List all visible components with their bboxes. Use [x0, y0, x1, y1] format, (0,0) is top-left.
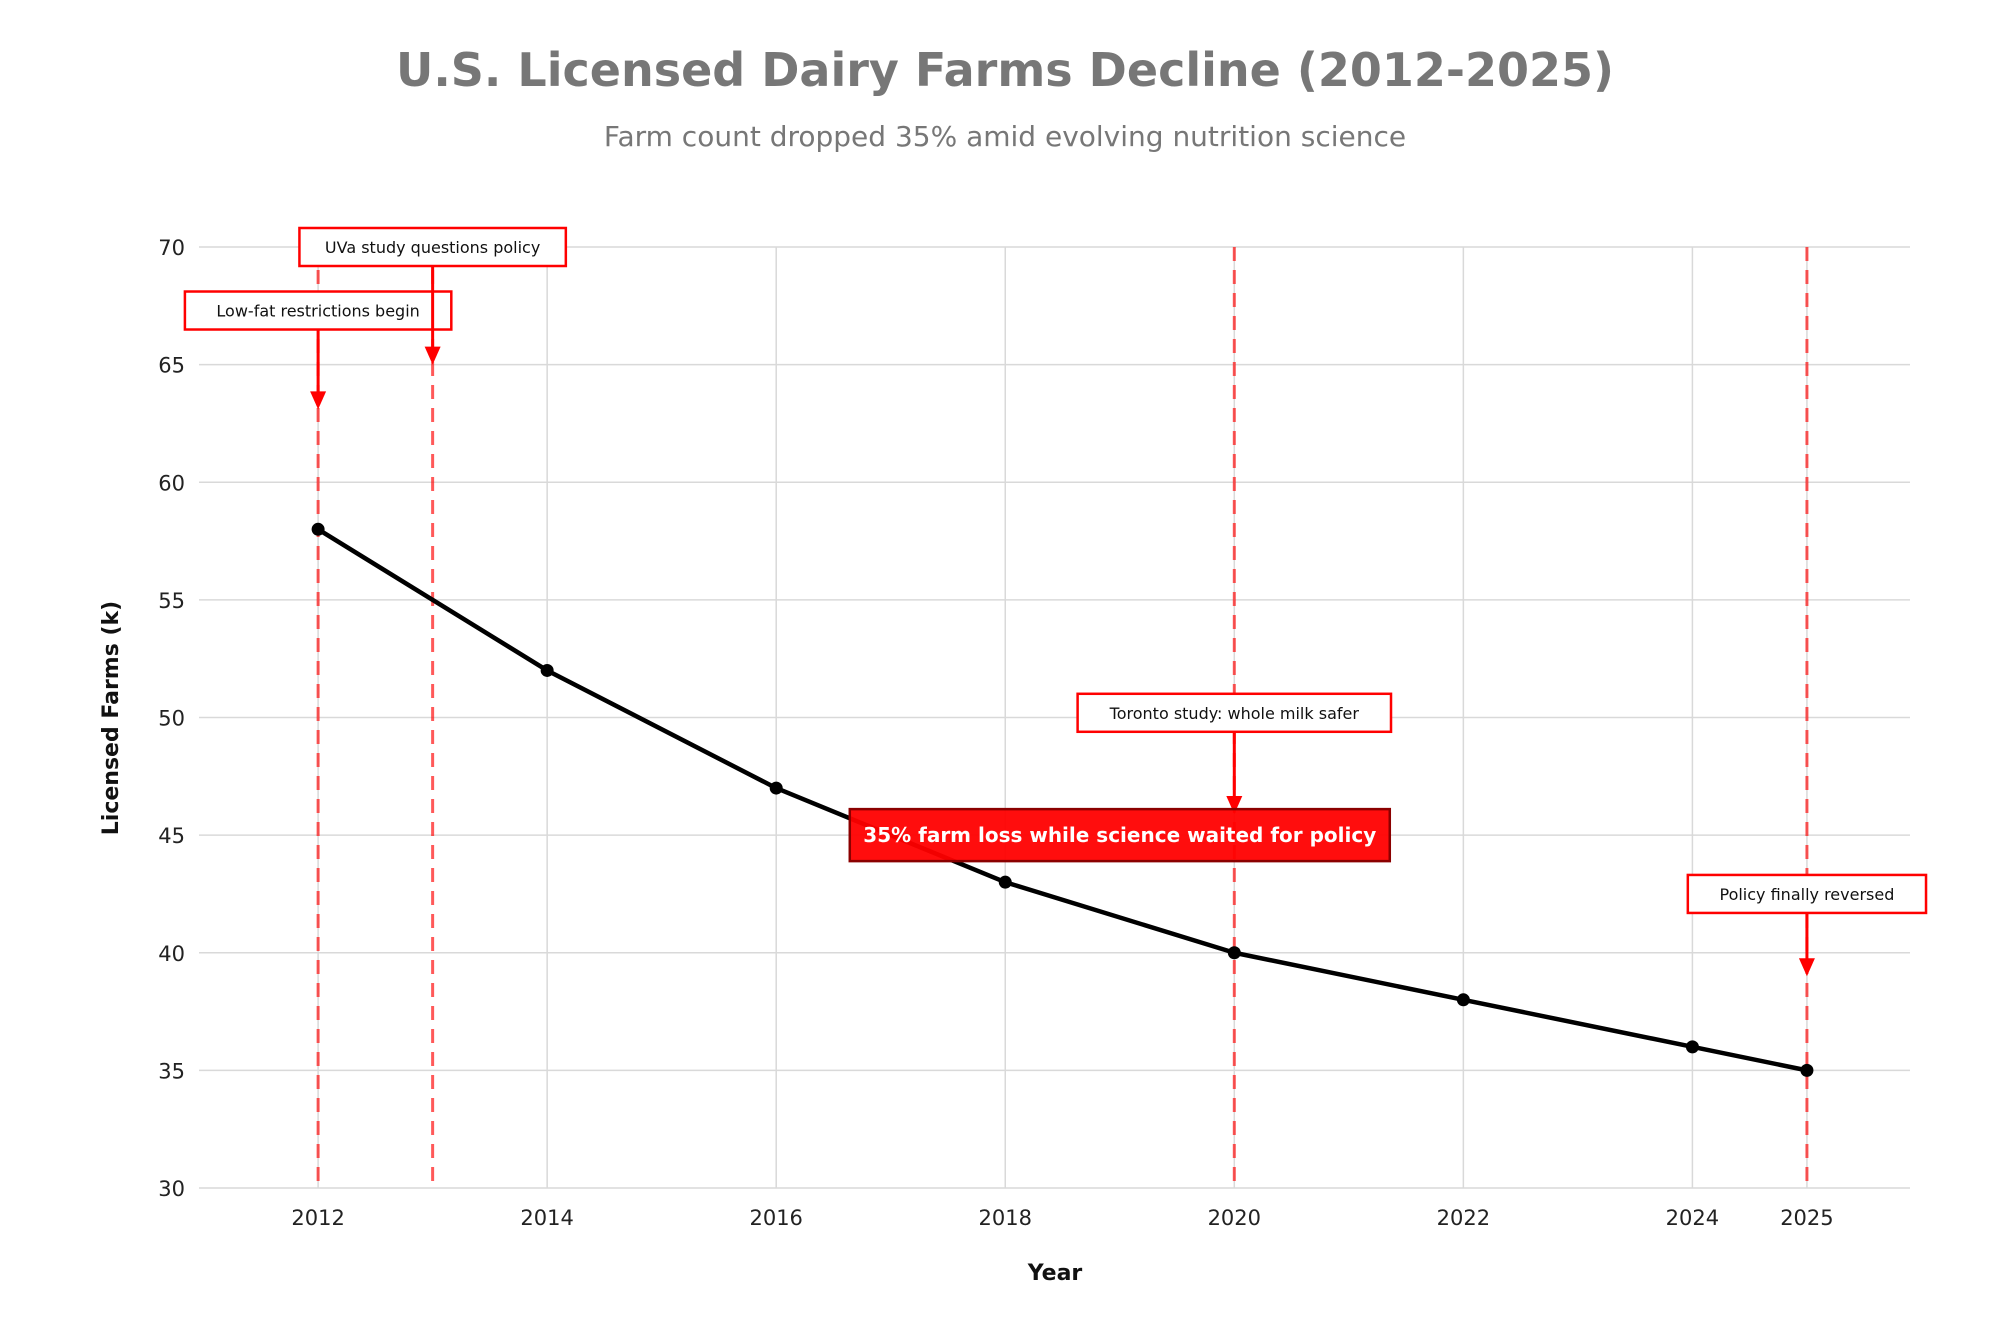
arrowhead-icon — [1798, 958, 1815, 977]
chart-title: U.S. Licensed Dairy Farms Decline (2012-… — [396, 43, 1614, 97]
annotation-box — [1686, 873, 1928, 915]
data-point — [769, 781, 783, 795]
grid — [199, 246, 1910, 1189]
annotation-box — [183, 290, 453, 331]
ticks: 30 35 40 45 50 55 60 65 70 2012 2014 2016 2018 2020 20… — [158, 236, 1833, 1230]
y-tick-label: 40 — [158, 942, 185, 966]
x-tick-label: 2016 — [749, 1206, 802, 1230]
x-tick-label: 2020 — [1208, 1206, 1261, 1230]
x-tick-label: 2014 — [520, 1206, 573, 1230]
series — [311, 522, 1814, 1077]
x-axis-label: Year — [1027, 1261, 1083, 1286]
data-point — [1456, 993, 1470, 1007]
y-axis-label: Licensed Farms (k) — [99, 601, 124, 835]
y-tick-label: 45 — [158, 824, 185, 848]
y-tick-label: 50 — [158, 707, 185, 731]
annotation-text: UVa study questions policy — [325, 238, 540, 257]
y-tick-label: 65 — [158, 354, 185, 378]
annotation-text: Policy finally reversed — [1719, 885, 1894, 904]
annotation-box — [1076, 692, 1393, 734]
x-tick-label: 2022 — [1437, 1206, 1490, 1230]
y-tick-label: 30 — [158, 1177, 185, 1201]
x-tick-label: 2025 — [1780, 1206, 1833, 1230]
data-point — [1685, 1040, 1699, 1054]
y-tick-label: 70 — [158, 236, 185, 260]
arrowhead-icon — [1226, 795, 1243, 814]
y-tick-label: 60 — [158, 471, 185, 495]
data-point — [1227, 946, 1241, 960]
data-point — [311, 522, 325, 536]
arrowhead-icon — [310, 391, 327, 410]
x-tick-label: 2018 — [979, 1206, 1032, 1230]
x-tick-label: 2012 — [291, 1206, 344, 1230]
series-line — [316, 527, 1808, 1073]
data-point — [540, 663, 554, 677]
y-tick-label: 35 — [158, 1059, 185, 1083]
callout-box — [848, 807, 1392, 863]
chart-subtitle: Farm count dropped 35% amid evolving nut… — [604, 120, 1406, 153]
callout-text: 35% farm loss while science waited for p… — [863, 823, 1376, 847]
annotation-text: Low-fat restrictions begin — [216, 302, 419, 321]
arrowhead-icon — [424, 346, 441, 365]
annotations: Low-fat restrictions begin UVa study ques… — [183, 226, 1928, 977]
x-tick-label: 2024 — [1666, 1206, 1719, 1230]
data-point — [998, 875, 1012, 889]
annotation-text: Toronto study: whole milk safer — [1109, 704, 1360, 723]
annotation-box — [298, 226, 568, 268]
data-point — [1800, 1063, 1814, 1077]
y-tick-label: 55 — [158, 589, 185, 613]
